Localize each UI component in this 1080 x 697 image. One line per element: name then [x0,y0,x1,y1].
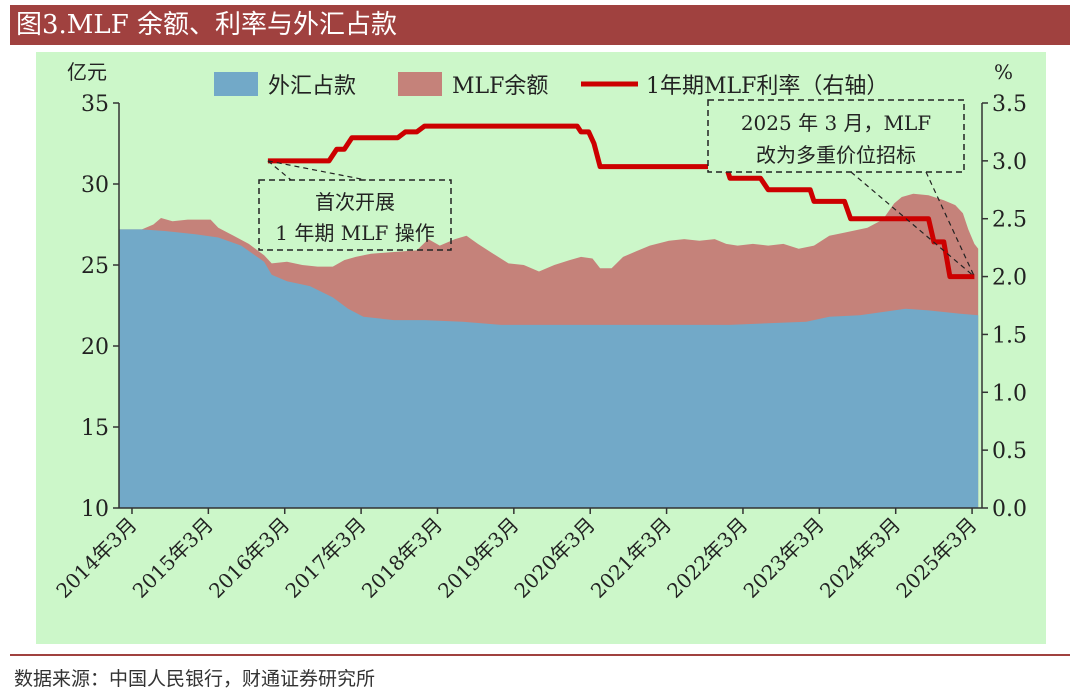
annotation-box-2025 [707,99,965,173]
left-tick-label: 10 [81,497,109,522]
annotation-text-first-mlf: 首次开展 [315,190,395,214]
x-tick-label: 2014年3月 [51,513,141,603]
x-tick-label: 2024年3月 [815,513,905,603]
right-tick-label: 1.5 [992,323,1027,348]
left-tick-label: 20 [81,335,109,360]
x-tick-label: 2022年3月 [662,513,752,603]
right-tick-label: 1.0 [992,381,1027,406]
x-tick-label: 2015年3月 [128,513,218,603]
x-tick-label: 2020年3月 [510,513,600,603]
x-tick-label: 2017年3月 [280,513,370,603]
right-axis-unit: % [994,60,1013,84]
right-tick-label: 2.0 [992,266,1027,291]
annotation-text-2025: 2025 年 3 月，MLF [741,111,931,135]
left-axis-unit: 亿元 [67,60,107,84]
x-tick-label: 2021年3月 [586,513,676,603]
annotation-leader-2025 [925,171,975,277]
left-tick-label: 25 [81,254,109,279]
x-tick-label: 2025年3月 [891,513,981,603]
right-tick-label: 3.5 [992,92,1027,117]
source-divider [10,654,1070,656]
legend-label-fx: 外汇占款 [268,74,356,99]
x-tick-label: 2019年3月 [433,513,523,603]
chart-svg: 10 15 20 25 30 35 0.0 0.5 1.0 1.5 2.0 2.5 3.0 3.5 亿元 % 2… [51,60,1027,603]
annotation-leader-first-mlf [267,160,292,181]
left-tick-label: 35 [81,92,109,117]
chart-title: 图3.MLF 余额、利率与外汇占款 [10,5,1070,45]
x-tick-label: 2016年3月 [204,513,294,603]
legend-swatch-fx [214,72,258,96]
legend-label-rate: 1年期MLF利率（右轴） [646,74,888,99]
annotation-text-first-mlf: 1 年期 MLF 操作 [275,221,434,245]
right-tick-label: 0.5 [992,439,1027,464]
annotation-leader-first-mlf [267,160,367,181]
source-note: 数据来源：中国人民银行，财通证券研究所 [14,668,376,690]
legend-swatch-mlf [398,72,442,96]
right-tick-label: 2.5 [992,208,1027,233]
x-tick-label: 2023年3月 [739,513,829,603]
left-tick-label: 30 [81,173,109,198]
annotation-text-2025: 改为多重价位招标 [756,143,916,167]
mlf-rate-line [267,123,975,280]
annotation-box-first-mlf [258,179,452,251]
fx-reserve-area [119,229,979,508]
legend-label-mlf: MLF余额 [452,74,548,99]
right-tick-label: 3.0 [992,150,1027,175]
right-tick-label: 0.0 [992,497,1027,522]
x-tick-label: 2018年3月 [357,513,447,603]
chart-area: 10 15 20 25 30 35 0.0 0.5 1.0 1.5 2.0 2.5 3.0 3.5 亿元% 2… [36,52,1046,644]
left-tick-label: 15 [81,416,109,441]
